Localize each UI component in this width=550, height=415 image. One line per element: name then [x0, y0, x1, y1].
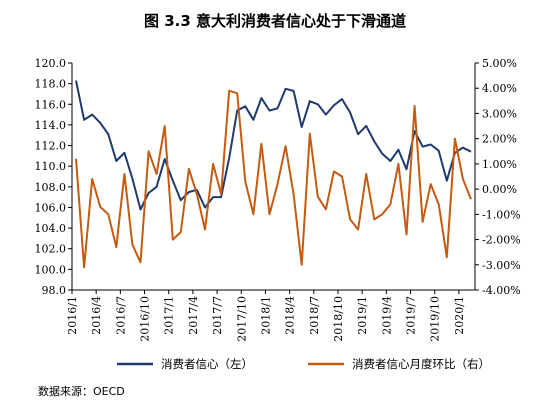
y-left-tick-label: 100.0 — [35, 263, 67, 276]
y-left-tick-label: 104.0 — [35, 222, 67, 235]
legend: 消费者信心（左） 消费者信心月度环比（右） — [117, 357, 490, 371]
source-note: 数据来源：OECD — [38, 385, 125, 398]
x-tick-label: 2017/10 — [235, 296, 248, 342]
x-tick-label: 2019/1 — [356, 296, 369, 335]
x-tick-label: 2018/7 — [308, 296, 321, 335]
x-tick-label: 2016/4 — [90, 296, 103, 335]
y-left-tick-label: 118.0 — [35, 78, 67, 91]
mom-change-line — [75, 89, 472, 269]
y-left-tick-label: 110.0 — [35, 160, 67, 173]
series-lines — [75, 80, 472, 269]
x-tick-label: 2016/1 — [66, 296, 79, 335]
y-left-tick-label: 98.0 — [42, 284, 67, 297]
x-tick-label: 2017/7 — [211, 296, 224, 335]
y-right-tick-label: -3.00% — [482, 259, 521, 272]
y-right-tick-label: -2.00% — [482, 234, 521, 247]
consumer-confidence-line — [75, 80, 472, 211]
y-left-tick-label: 120.0 — [35, 57, 67, 70]
y-right-tick-label: 0.00% — [482, 183, 517, 196]
x-tick-label: 2019/10 — [429, 296, 442, 342]
y-left-tick-label: 114.0 — [35, 119, 67, 132]
y-right-tick-label: -1.00% — [482, 208, 521, 221]
x-tick-label: 2019/4 — [380, 296, 393, 335]
x-tick-label: 2020/1 — [453, 296, 466, 335]
y-left-tick-label: 106.0 — [35, 201, 67, 214]
legend-label: 消费者信心月度环比（右） — [352, 357, 490, 371]
x-tick-label: 2016/10 — [139, 296, 152, 342]
y-left-tick-label: 112.0 — [35, 140, 67, 153]
axes: 98.0 100.0 102.0 104.0 106.0 108.0 110.0 112.0 1… — [35, 57, 521, 342]
y-left-tick-label: 108.0 — [35, 181, 67, 194]
y-right-tick-label: 4.00% — [482, 82, 517, 95]
legend-label: 消费者信心（左） — [161, 357, 253, 371]
y-right-tick-label: 2.00% — [482, 133, 517, 146]
y-right-tick-label: 1.00% — [482, 158, 517, 171]
chart-title: 图 3.3 意大利消费者信心处于下滑通道 — [143, 12, 407, 30]
x-tick-label: 2018/4 — [284, 296, 297, 335]
x-tick-label: 2017/1 — [163, 296, 176, 335]
y-right-tick-label: 3.00% — [482, 107, 517, 120]
x-tick-label: 2016/7 — [114, 296, 127, 335]
y-right-tick-label: -4.00% — [482, 284, 521, 297]
y-left-tick-label: 102.0 — [35, 243, 67, 256]
x-tick-label: 2018/10 — [332, 296, 345, 342]
x-tick-label: 2017/4 — [187, 296, 200, 335]
x-tick-label: 2019/7 — [405, 296, 418, 335]
y-left-tick-label: 116.0 — [35, 98, 67, 111]
y-right-tick-label: 5.00% — [482, 57, 517, 70]
x-tick-label: 2018/1 — [259, 296, 272, 335]
